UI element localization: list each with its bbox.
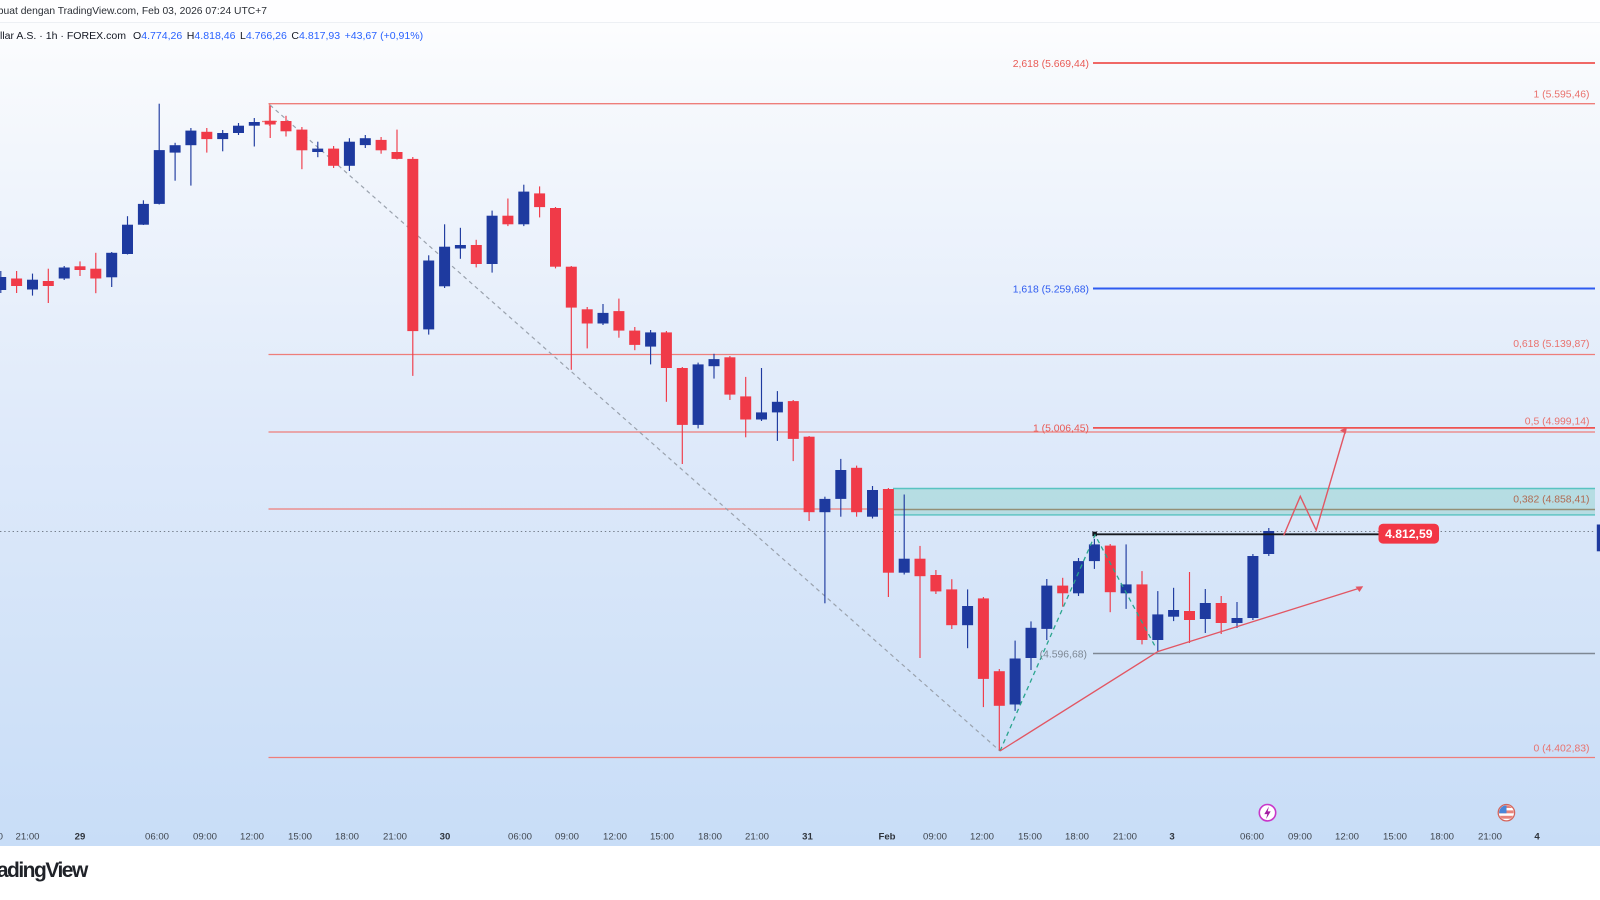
svg-text:0,5 (4.999,14): 0,5 (4.999,14) [1525, 417, 1590, 428]
svg-text:15:00: 15:00 [650, 832, 674, 843]
svg-text:ibuat dengan TradingView.com,: ibuat dengan TradingView.com, Feb 03, 20… [0, 6, 267, 17]
svg-text:1 (5.006,45): 1 (5.006,45) [1033, 424, 1089, 435]
svg-text:0,618 (5.139,87): 0,618 (5.139,87) [1513, 339, 1589, 350]
svg-text:Feb: Feb [878, 832, 895, 843]
svg-text:0 (4.402,83): 0 (4.402,83) [1533, 744, 1589, 755]
svg-text:0,382 (4.858,41): 0,382 (4.858,41) [1513, 495, 1589, 506]
svg-text:3: 3 [1169, 832, 1174, 843]
svg-text:TradingView: TradingView [0, 859, 89, 882]
svg-text:21:00: 21:00 [383, 832, 407, 843]
svg-text:06:00: 06:00 [508, 832, 532, 843]
svg-text:29: 29 [75, 832, 86, 843]
svg-text:4: 4 [1534, 832, 1540, 843]
svg-text:(4.596,68): (4.596,68) [1040, 649, 1087, 660]
svg-text:18:00: 18:00 [0, 832, 3, 843]
svg-text:09:00: 09:00 [555, 832, 579, 843]
svg-text:21:00: 21:00 [1113, 832, 1137, 843]
svg-text:09:00: 09:00 [923, 832, 947, 843]
svg-text:12:00: 12:00 [1335, 832, 1359, 843]
svg-text:4.812,59: 4.812,59 [1385, 527, 1433, 541]
svg-text:15:00: 15:00 [1383, 832, 1407, 843]
svg-text:18:00: 18:00 [1065, 832, 1089, 843]
svg-text:06:00: 06:00 [1240, 832, 1264, 843]
svg-text:15:00: 15:00 [1018, 832, 1042, 843]
svg-text:2,618 (5.669,44): 2,618 (5.669,44) [1013, 59, 1089, 70]
svg-text:12:00: 12:00 [240, 832, 264, 843]
svg-text:18:00: 18:00 [1430, 832, 1454, 843]
svg-text:12:00: 12:00 [603, 832, 627, 843]
svg-text:31: 31 [802, 832, 813, 843]
svg-text:12:00: 12:00 [970, 832, 994, 843]
svg-text:18:00: 18:00 [698, 832, 722, 843]
svg-text:21:00: 21:00 [15, 832, 39, 843]
svg-text:18:00: 18:00 [335, 832, 359, 843]
svg-text:09:00: 09:00 [1288, 832, 1312, 843]
svg-text:06:00: 06:00 [145, 832, 169, 843]
svg-text:15:00: 15:00 [288, 832, 312, 843]
svg-text:09:00: 09:00 [193, 832, 217, 843]
svg-text:1 (5.595,46): 1 (5.595,46) [1533, 90, 1589, 101]
svg-text:30: 30 [440, 832, 451, 843]
svg-text:21:00: 21:00 [1478, 832, 1502, 843]
svg-text:21:00: 21:00 [745, 832, 769, 843]
svg-text:1,618 (5.259,68): 1,618 (5.259,68) [1013, 284, 1089, 295]
